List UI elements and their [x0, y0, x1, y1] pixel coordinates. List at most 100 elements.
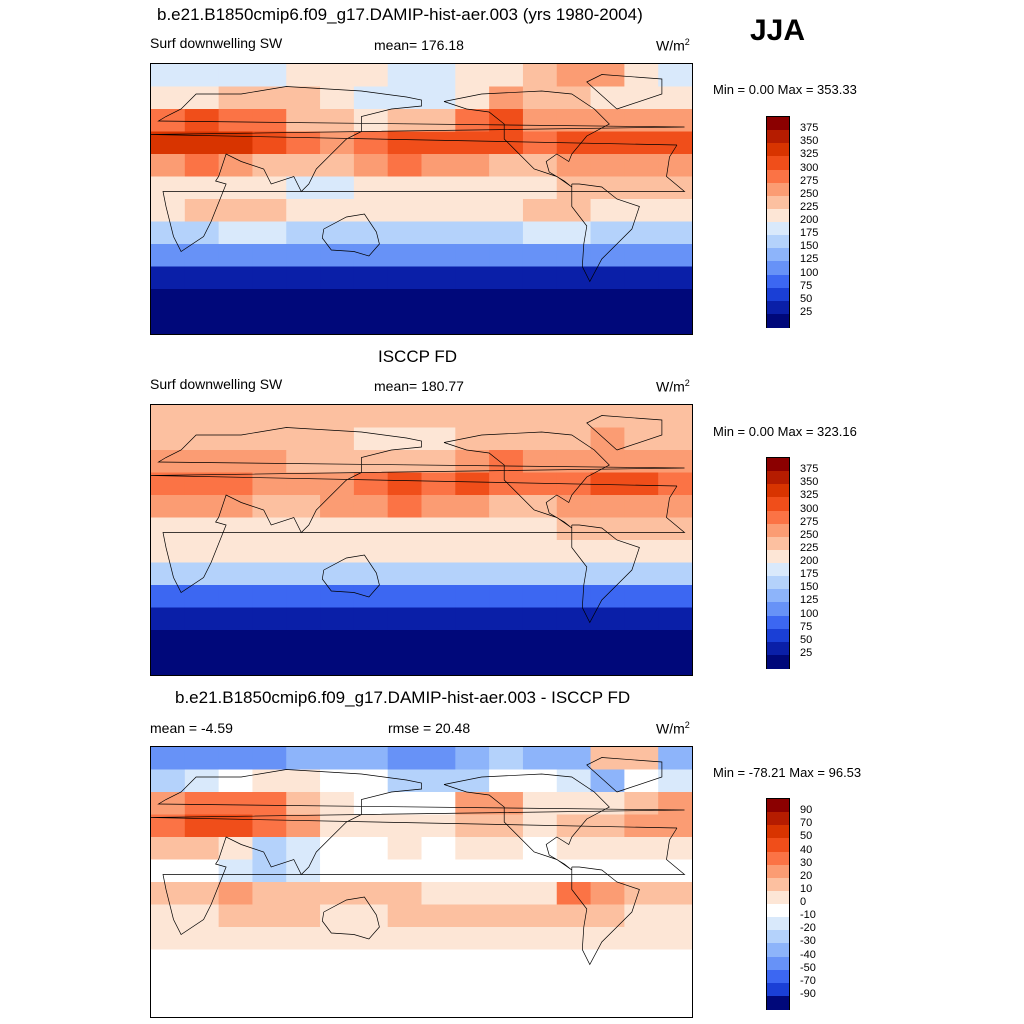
- map-cell: [218, 131, 254, 155]
- map-cell: [184, 176, 220, 200]
- map-cell: [353, 472, 389, 496]
- map-cell: [556, 289, 592, 313]
- map-cell: [184, 607, 220, 631]
- map-cell: [489, 64, 524, 88]
- map-cell: [387, 814, 423, 838]
- map-cell: [658, 837, 692, 861]
- map-cell: [218, 289, 254, 313]
- map-cell: [252, 859, 287, 883]
- map-cell: [218, 585, 254, 609]
- map-cell: [590, 882, 625, 906]
- panel-1-title: b.e21.B1850cmip6.f09_g17.DAMIP-hist-aer.…: [157, 5, 643, 24]
- colorbar-swatch: [767, 484, 789, 498]
- colorbar-tick-label: -50: [800, 961, 816, 974]
- colorbar-tick-label: 125: [800, 253, 819, 266]
- map-cell: [590, 517, 625, 541]
- map-cell: [252, 949, 287, 973]
- map-cell: [218, 747, 254, 771]
- colorbar-tick-label: -70: [800, 974, 816, 987]
- colorbar-tick-label: 50: [800, 292, 813, 305]
- map-cell: [320, 607, 355, 631]
- coastline: [443, 773, 610, 871]
- map-cell: [184, 472, 220, 496]
- panel-3-minmax: Min = -78.21 Max = 96.53: [713, 765, 862, 780]
- map-cell: [455, 517, 490, 541]
- map-cell: [151, 109, 186, 133]
- map-cell: [556, 792, 592, 816]
- map-cell: [455, 540, 490, 564]
- map-cell: [624, 244, 659, 268]
- map-cell: [353, 405, 389, 429]
- map-cell: [522, 311, 558, 334]
- map-cell: [455, 176, 490, 200]
- map-cell: [489, 427, 524, 451]
- map-cell: [320, 927, 355, 951]
- colorbar-swatch: [767, 563, 789, 577]
- map-cell: [252, 769, 287, 793]
- map-cell: [489, 540, 524, 564]
- map-cell: [455, 472, 490, 496]
- map-cell: [184, 904, 220, 928]
- map-cell: [320, 109, 355, 133]
- map-cell: [151, 221, 186, 245]
- map-cell: [590, 86, 625, 110]
- map-cell: [624, 154, 659, 178]
- map-cell: [556, 64, 592, 88]
- map-cell: [624, 131, 659, 155]
- coastline: [151, 769, 686, 936]
- colorbar-swatch: [767, 261, 789, 275]
- map-cell: [286, 495, 321, 519]
- map-cell: [252, 994, 287, 1017]
- map-cell: [151, 927, 186, 951]
- map-cell: [658, 244, 692, 268]
- map-cell: [522, 882, 558, 906]
- map-cell: [421, 585, 456, 609]
- map-cell: [455, 427, 490, 451]
- map-cell: [556, 747, 592, 771]
- colorbar-tick-label: -20: [800, 922, 816, 935]
- map-cell: [590, 747, 625, 771]
- map-cell: [151, 769, 186, 793]
- map-cell: [320, 747, 355, 771]
- map-cell: [320, 882, 355, 906]
- map-cell: [252, 64, 287, 88]
- map-cell: [387, 405, 423, 429]
- map-cell: [286, 630, 321, 654]
- map-cell: [353, 607, 389, 631]
- map-cell: [556, 266, 592, 290]
- map-cell: [658, 199, 692, 223]
- map-cell: [658, 176, 692, 200]
- map-cell: [556, 540, 592, 564]
- colorbar-swatch: [767, 300, 789, 315]
- map-cell: [624, 607, 659, 631]
- map-cell: [455, 792, 490, 816]
- colorbar-swatch: [767, 904, 789, 918]
- map-cell: [286, 949, 321, 973]
- colorbar-tick-label: 200: [800, 555, 819, 567]
- colorbar-tick-label: 300: [800, 502, 819, 515]
- map-cell: [353, 495, 389, 519]
- map-cell: [455, 972, 490, 996]
- map-cell: [590, 64, 625, 88]
- map-cell: [286, 472, 321, 496]
- map-cell: [522, 199, 558, 223]
- colorbar-tick-label: 375: [800, 463, 819, 476]
- map-cell: [658, 450, 692, 474]
- map-cell: [151, 131, 186, 155]
- map-cell: [455, 859, 490, 883]
- map-cell: [151, 450, 186, 474]
- map-cell: [624, 814, 659, 838]
- panel-3-units: W/m2: [656, 720, 690, 737]
- map-cell: [455, 244, 490, 268]
- map-cell: [252, 585, 287, 609]
- coastline: [151, 427, 686, 594]
- map-cell: [320, 64, 355, 88]
- map-cell: [151, 176, 186, 200]
- colorbar-tick-label: 175: [800, 568, 819, 581]
- map-cell: [252, 814, 287, 838]
- map-cell: [286, 221, 321, 245]
- map-cell: [489, 994, 524, 1017]
- map-cell: [556, 495, 592, 519]
- map-cell: [387, 994, 423, 1017]
- map-cell: [184, 949, 220, 973]
